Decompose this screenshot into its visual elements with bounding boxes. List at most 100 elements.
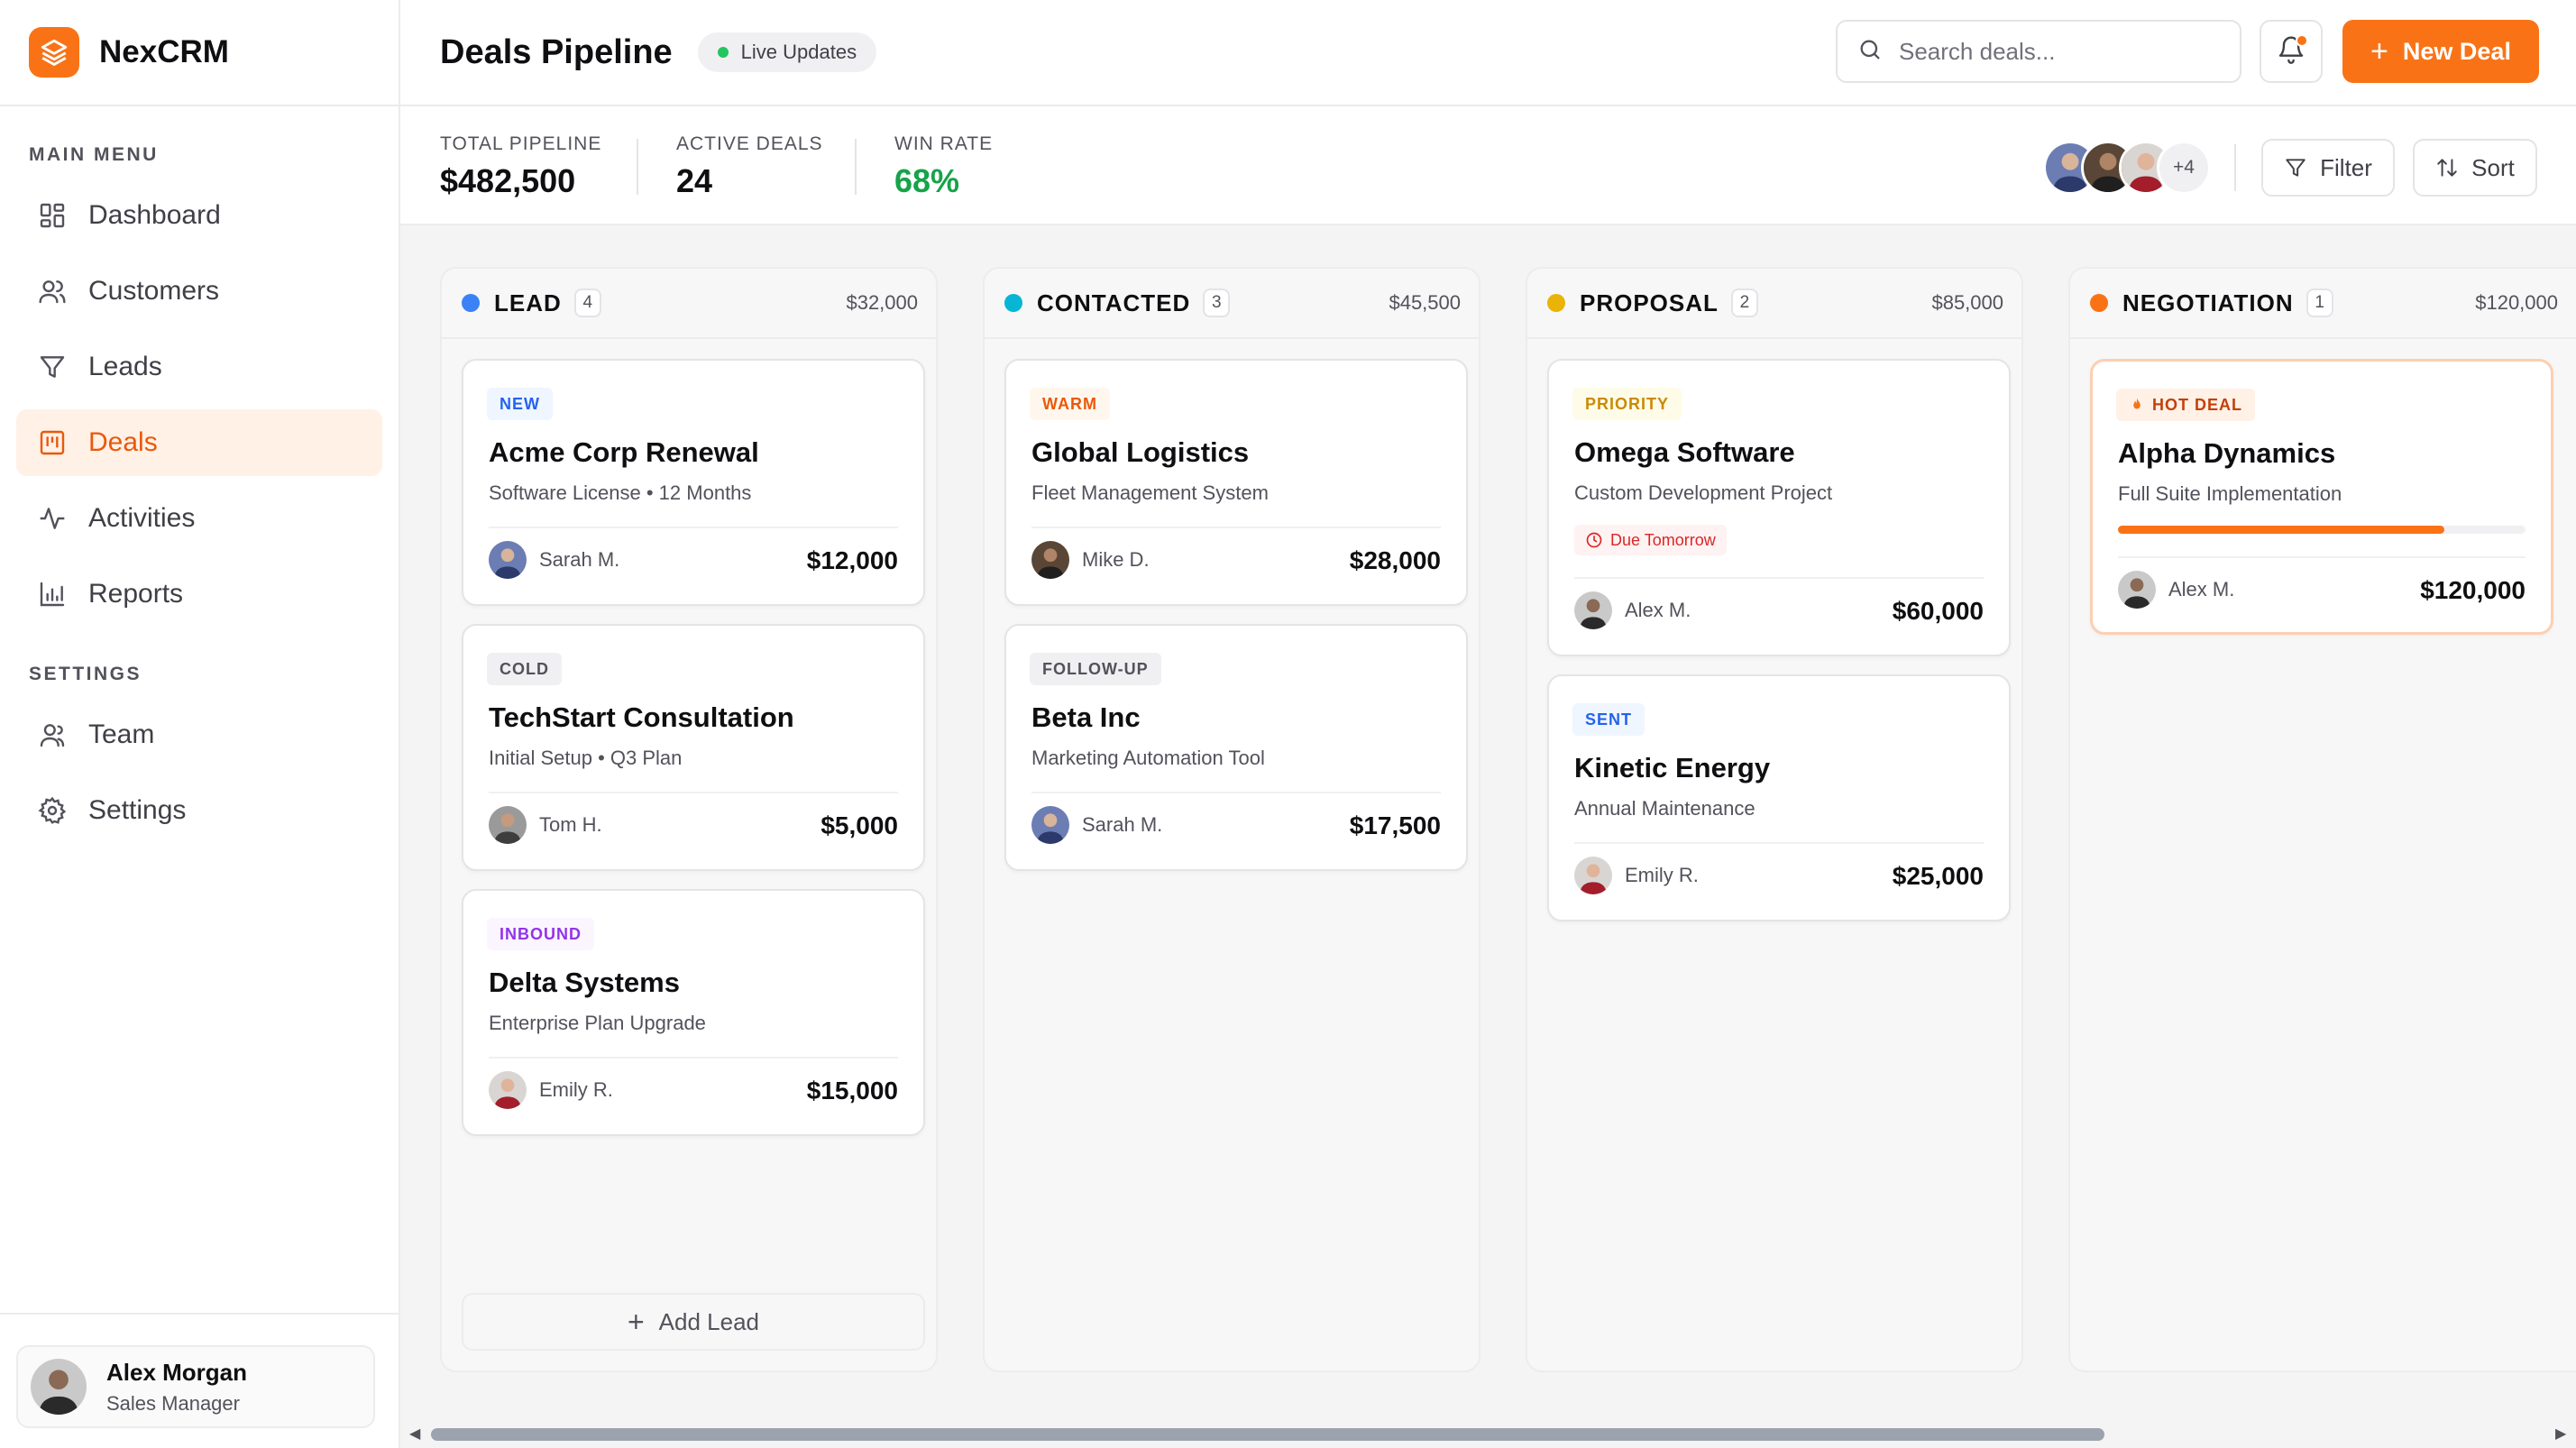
column-status-dot (2090, 294, 2108, 312)
deal-tag: SENT (1572, 703, 1646, 736)
card-divider (1031, 792, 1441, 793)
deal-subtitle: Fleet Management System (1031, 481, 1269, 504)
add-lead-label: Add Lead (658, 1307, 759, 1335)
deal-progress-bar (2118, 526, 2526, 534)
scrollbar-thumb[interactable] (431, 1428, 2104, 1441)
settings-menu: SETTINGS Team Settings (0, 637, 399, 844)
filter-label: Filter (2320, 153, 2372, 181)
deal-tag: FOLLOW-UP (1030, 653, 1161, 685)
column-title: LEAD (494, 289, 562, 316)
sidebar-item-label: Leads (88, 352, 162, 381)
bar-chart-icon (36, 578, 69, 610)
new-deal-button[interactable]: + New Deal (2342, 20, 2539, 83)
deal-tag-label: HOT DEAL (2152, 395, 2242, 414)
sidebar-item-label: Customers (88, 276, 220, 306)
search-input[interactable] (1899, 37, 2223, 66)
toolbar-divider (2234, 144, 2236, 191)
owner-name: Tom H. (539, 813, 602, 836)
deal-card[interactable]: NEW Acme Corp Renewal Software License •… (462, 359, 925, 606)
deal-card[interactable]: SENT Kinetic Energy Annual Maintenance E… (1547, 674, 2011, 921)
card-divider (489, 527, 898, 528)
deal-value: $17,500 (1349, 811, 1441, 839)
avatar (1574, 857, 1612, 894)
sidebar-item-dashboard[interactable]: Dashboard (16, 182, 382, 249)
sidebar-item-deals[interactable]: Deals (16, 409, 382, 476)
main-menu: MAIN MENU Dashboard Customers Leads Deal… (0, 106, 399, 628)
plus-icon: + (2370, 33, 2388, 69)
stat-label: WIN RATE (894, 133, 994, 154)
stat-label: TOTAL PIPELINE (440, 133, 602, 154)
deal-card[interactable]: INBOUND Delta Systems Enterprise Plan Up… (462, 889, 925, 1136)
deal-tag: WARM (1030, 388, 1110, 420)
deal-title: Beta Inc (1031, 701, 1141, 733)
stat-active-deals: ACTIVE DEALS 24 (676, 133, 823, 200)
team-avatars[interactable]: +4 (2043, 141, 2211, 195)
column-count: 3 (1203, 289, 1231, 317)
sidebar-item-label: Deals (88, 427, 158, 457)
gear-icon (36, 794, 69, 827)
column-title: CONTACTED (1037, 289, 1191, 316)
sidebar-item-team[interactable]: Team (16, 701, 382, 768)
funnel-icon (36, 351, 69, 383)
sidebar-item-label: Dashboard (88, 200, 221, 230)
main-menu-title: MAIN MENU (29, 144, 159, 165)
brand-name: NexCRM (99, 34, 229, 69)
sidebar-item-leads[interactable]: Leads (16, 334, 382, 400)
search-box[interactable] (1836, 20, 2241, 83)
live-status-dot (717, 47, 729, 58)
card-divider (489, 792, 898, 793)
deal-subtitle: Marketing Automation Tool (1031, 747, 1265, 769)
avatar (1031, 806, 1069, 844)
deal-value: $15,000 (806, 1077, 898, 1104)
sidebar-item-settings[interactable]: Settings (16, 777, 382, 844)
plus-icon: + (627, 1305, 645, 1338)
deal-value: $25,000 (1892, 862, 1984, 890)
stat-label: ACTIVE DEALS (676, 133, 823, 154)
deal-title: Global Logistics (1031, 436, 1250, 468)
deal-card[interactable]: HOT DEAL Alpha Dynamics Full Suite Imple… (2090, 359, 2553, 635)
deal-subtitle: Initial Setup • Q3 Plan (489, 747, 683, 769)
deal-card[interactable]: COLD TechStart Consultation Initial Setu… (462, 624, 925, 871)
layers-logo-icon (29, 27, 79, 78)
brand[interactable]: NexCRM (0, 0, 399, 106)
deal-tag: HOT DEAL (2116, 389, 2255, 421)
column-negotiation: NEGOTIATION 1 $120,000 HOT DEAL Alpha Dy… (2068, 267, 2576, 1372)
live-updates-badge: Live Updates (697, 32, 877, 72)
sort-arrows-icon (2437, 159, 2457, 177)
sort-button[interactable]: Sort (2413, 139, 2537, 197)
scroll-left-arrow-icon[interactable]: ◀ (409, 1426, 421, 1442)
notifications-button[interactable] (2260, 20, 2323, 83)
sidebar-item-activities[interactable]: Activities (16, 485, 382, 552)
kanban-board-icon (36, 426, 69, 459)
filter-button[interactable]: Filter (2261, 139, 2395, 197)
deal-card[interactable]: WARM Global Logistics Fleet Management S… (1004, 359, 1468, 606)
avatar (489, 1071, 527, 1109)
scroll-right-arrow-icon[interactable]: ▶ (2555, 1426, 2567, 1442)
owner-name: Emily R. (1625, 864, 1699, 886)
stat-value: 68% (894, 162, 960, 199)
user-profile[interactable]: Alex Morgan Sales Manager (16, 1345, 375, 1428)
deal-tag: NEW (487, 388, 553, 420)
sidebar-item-customers[interactable]: Customers (16, 258, 382, 325)
deal-owner: Alex M. (1574, 591, 1691, 629)
column-total: $45,500 (1389, 291, 1461, 314)
deal-title: Omega Software (1574, 436, 1795, 468)
deal-card[interactable]: PRIORITY Omega Software Custom Developme… (1547, 359, 2011, 656)
live-updates-label: Live Updates (740, 41, 857, 63)
column-total: $85,000 (1931, 291, 2003, 314)
sidebar-item-reports[interactable]: Reports (16, 561, 382, 628)
page-title: Deals Pipeline (440, 32, 673, 71)
deal-tag: PRIORITY (1572, 388, 1682, 420)
avatar (489, 806, 527, 844)
profile-role: Sales Manager (106, 1391, 240, 1415)
deal-card[interactable]: FOLLOW-UP Beta Inc Marketing Automation … (1004, 624, 1468, 871)
column-count: 4 (573, 289, 601, 317)
owner-name: Alex M. (1625, 599, 1691, 621)
add-lead-button[interactable]: + Add Lead (462, 1293, 925, 1351)
deal-subtitle: Enterprise Plan Upgrade (489, 1012, 706, 1034)
profile-text: Alex Morgan Sales Manager (106, 1359, 247, 1416)
column-header: PROPOSAL 2 $85,000 (1527, 269, 2021, 339)
dashboard-grid-icon (36, 199, 69, 232)
card-divider (489, 1057, 898, 1059)
deal-subtitle: Annual Maintenance (1574, 797, 1756, 820)
